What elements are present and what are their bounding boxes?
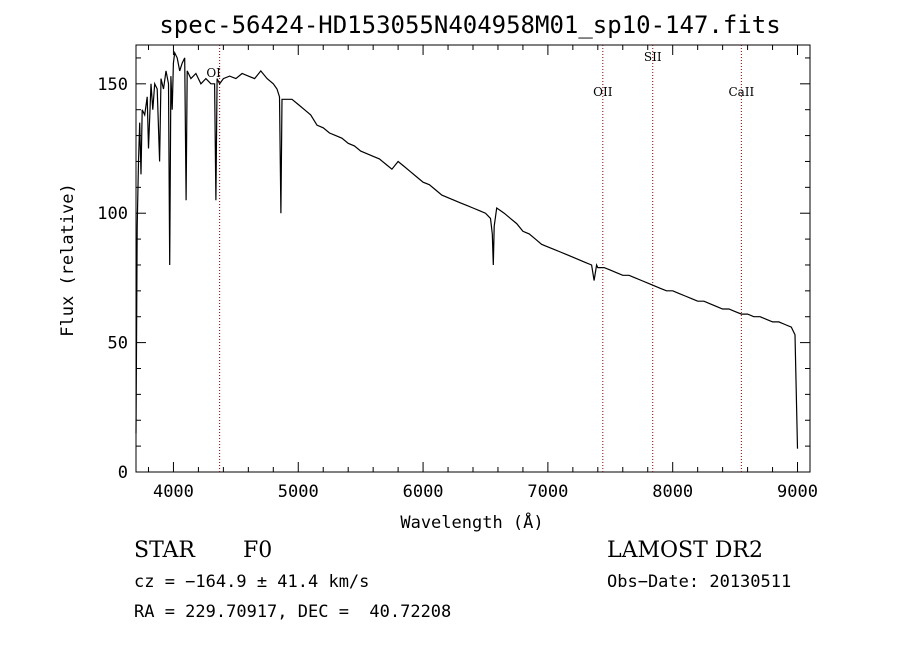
redshift-value: cz = −164.9 ± 41.4 km/s — [134, 572, 370, 592]
coordinates: RA = 229.70917, DEC = 40.72208 — [134, 602, 452, 622]
survey-name: LAMOST DR2 — [607, 538, 763, 563]
y-tick-label: 100 — [97, 204, 128, 224]
plot-frame — [135, 44, 811, 473]
spectral-line-label: SII — [644, 50, 662, 64]
x-tick-label: 6000 — [403, 482, 444, 502]
spectral-line-label: CaII — [728, 85, 754, 99]
x-tick-label: 5000 — [278, 482, 319, 502]
spectral-line-label: OII — [593, 85, 613, 99]
x-axis-label: Wavelength (Å) — [400, 511, 543, 533]
x-tick-label: 8000 — [652, 482, 693, 502]
x-tick-label: 7000 — [527, 482, 568, 502]
y-axis-label: Flux (relative) — [58, 183, 78, 337]
y-tick-label: 0 — [118, 463, 128, 483]
x-tick-label: 4000 — [153, 482, 194, 502]
chart-title: spec-56424-HD153055N404958M01_sp10-147.f… — [159, 11, 780, 39]
y-tick-label: 150 — [97, 75, 128, 95]
spectrum-line — [135, 50, 799, 449]
y-tick-label: 50 — [108, 334, 128, 354]
x-tick-label: 9000 — [777, 482, 818, 502]
spectral-type: F0 — [243, 538, 273, 563]
observation-date: Obs−Date: 20130511 — [607, 572, 792, 592]
spectral-line-label: OI — [206, 66, 221, 80]
object-class: STAR — [134, 538, 195, 563]
plot-area: 4000 5000 6000 7000 8000 9000 0 50 100 150 OII SII C… — [97, 44, 818, 502]
